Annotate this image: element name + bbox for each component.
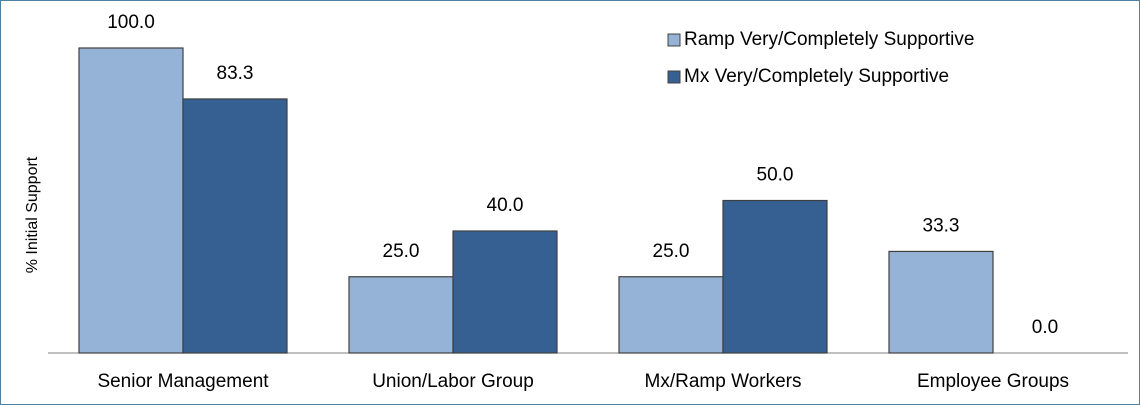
bar [452, 230, 558, 354]
legend-swatch [667, 70, 681, 84]
x-tick-label: Union/Labor Group [372, 371, 534, 392]
data-label: 83.3 [217, 63, 254, 84]
x-tick-label: Senior Management [97, 371, 269, 392]
legend-swatch [667, 33, 681, 47]
bar [722, 199, 828, 354]
data-label: 25.0 [653, 241, 690, 262]
bar [888, 250, 994, 354]
data-label: 100.0 [107, 12, 155, 33]
y-axis-label: % Initial Support [24, 156, 41, 273]
data-label: 40.0 [487, 195, 524, 216]
bar [78, 47, 184, 354]
legend-label: Ramp Very/Completely Supportive [684, 29, 974, 50]
x-tick-label: Mx/Ramp Workers [645, 371, 802, 392]
x-tick-label: Employee Groups [917, 371, 1069, 392]
data-label: 33.3 [923, 215, 960, 236]
bar [348, 276, 454, 354]
data-label: 0.0 [1032, 317, 1058, 338]
legend-label: Mx Very/Completely Supportive [684, 66, 949, 87]
data-label: 25.0 [383, 241, 420, 262]
data-label: 50.0 [757, 165, 794, 186]
bar [618, 276, 724, 354]
bar [182, 98, 288, 354]
